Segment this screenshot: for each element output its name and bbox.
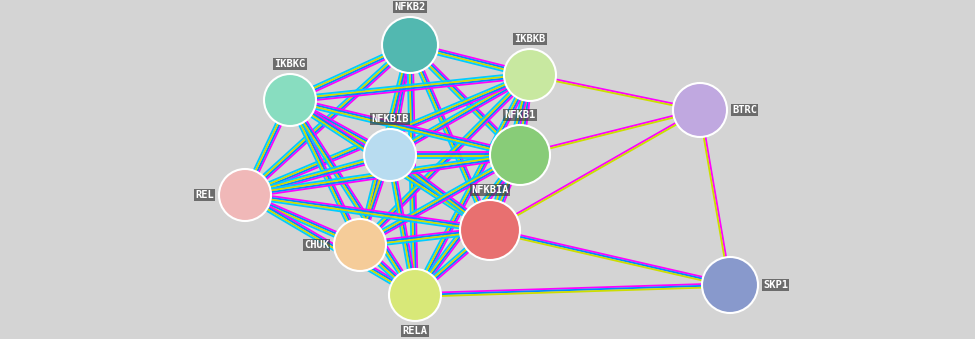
Circle shape [702, 257, 758, 313]
Text: NFKBIB: NFKBIB [371, 114, 409, 124]
Text: BTRC: BTRC [732, 105, 757, 115]
Circle shape [389, 269, 441, 321]
Circle shape [673, 83, 727, 137]
Text: IKBKB: IKBKB [515, 34, 546, 44]
Circle shape [364, 129, 416, 181]
Text: REL: REL [195, 190, 214, 200]
Text: NFKBIA: NFKBIA [471, 185, 509, 195]
Text: NFKB1: NFKB1 [504, 110, 535, 120]
Text: SKP1: SKP1 [763, 280, 788, 290]
Circle shape [382, 17, 438, 73]
Circle shape [219, 169, 271, 221]
Circle shape [460, 200, 520, 260]
Text: RELA: RELA [403, 326, 427, 336]
Text: CHUK: CHUK [304, 240, 329, 250]
Circle shape [490, 125, 550, 185]
Circle shape [504, 49, 556, 101]
Text: IKBKG: IKBKG [274, 59, 305, 69]
Text: NFKB2: NFKB2 [394, 2, 426, 12]
Circle shape [264, 74, 316, 126]
Circle shape [334, 219, 386, 271]
